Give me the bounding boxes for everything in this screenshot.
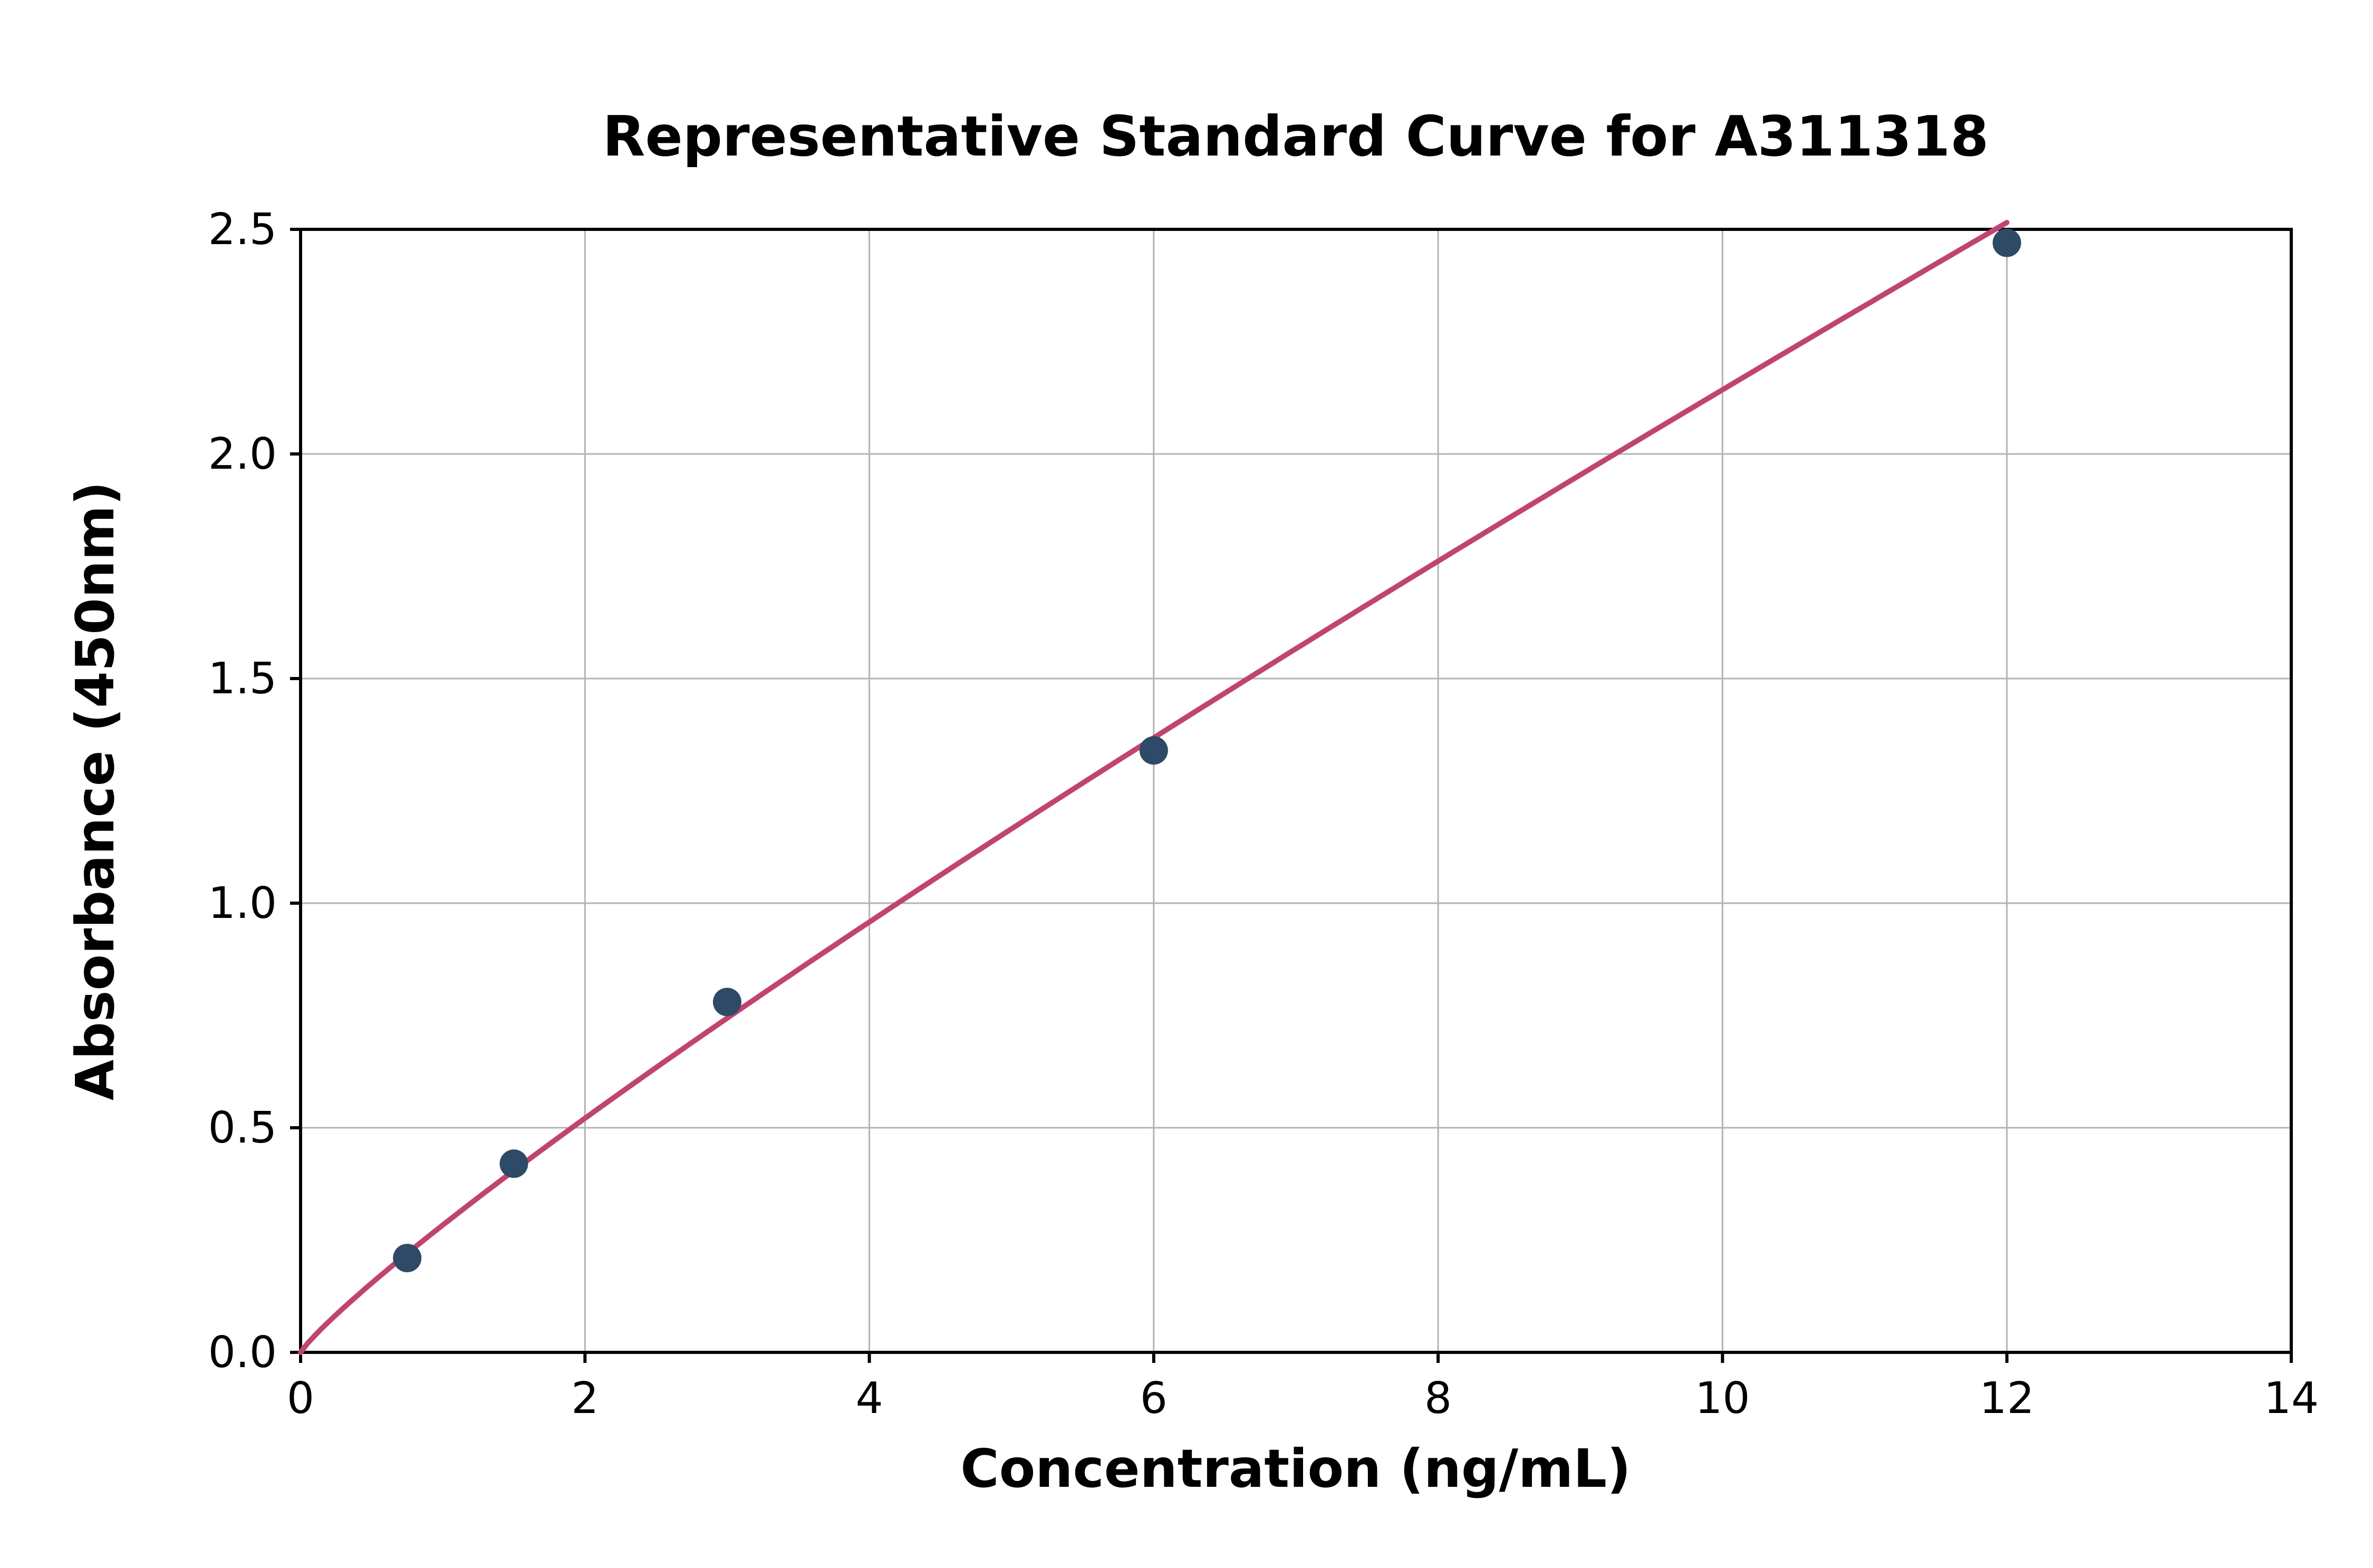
plot-frame bbox=[299, 228, 2293, 1354]
y-tick-label: 2.5 bbox=[208, 205, 277, 255]
y-tick-label: 2.0 bbox=[208, 429, 277, 479]
x-tick-label: 6 bbox=[1140, 1373, 1168, 1424]
x-tick-label: 10 bbox=[1695, 1373, 1750, 1424]
y-axis-label: Absorbance (450nm) bbox=[64, 481, 126, 1100]
x-tick-label: 12 bbox=[1980, 1373, 2034, 1424]
x-tick-label: 8 bbox=[1424, 1373, 1452, 1424]
x-tick-label: 2 bbox=[571, 1373, 599, 1424]
y-tick-label: 0.0 bbox=[208, 1328, 277, 1378]
x-axis-label: Concentration (ng/mL) bbox=[960, 1438, 1631, 1499]
y-tick-label: 1.0 bbox=[208, 878, 277, 928]
data-point bbox=[393, 1244, 422, 1273]
y-tick-label: 1.5 bbox=[208, 654, 277, 704]
x-tick-label: 4 bbox=[855, 1373, 883, 1424]
plot-area: 0 2 4 6 8 10 12 14 0.0 0.5 1.0 1.5 2.0 2.5 bbox=[208, 205, 2319, 1424]
plot-background bbox=[301, 229, 2291, 1352]
data-point bbox=[1992, 228, 2021, 257]
x-tick-label: 0 bbox=[287, 1373, 314, 1424]
chart-title: Representative Standard Curve for A31131… bbox=[603, 104, 1989, 169]
data-point bbox=[1139, 736, 1168, 765]
data-point bbox=[712, 988, 741, 1017]
x-tick-label: 14 bbox=[2264, 1373, 2319, 1424]
data-point bbox=[499, 1149, 528, 1178]
y-tick-label: 0.5 bbox=[208, 1103, 277, 1153]
